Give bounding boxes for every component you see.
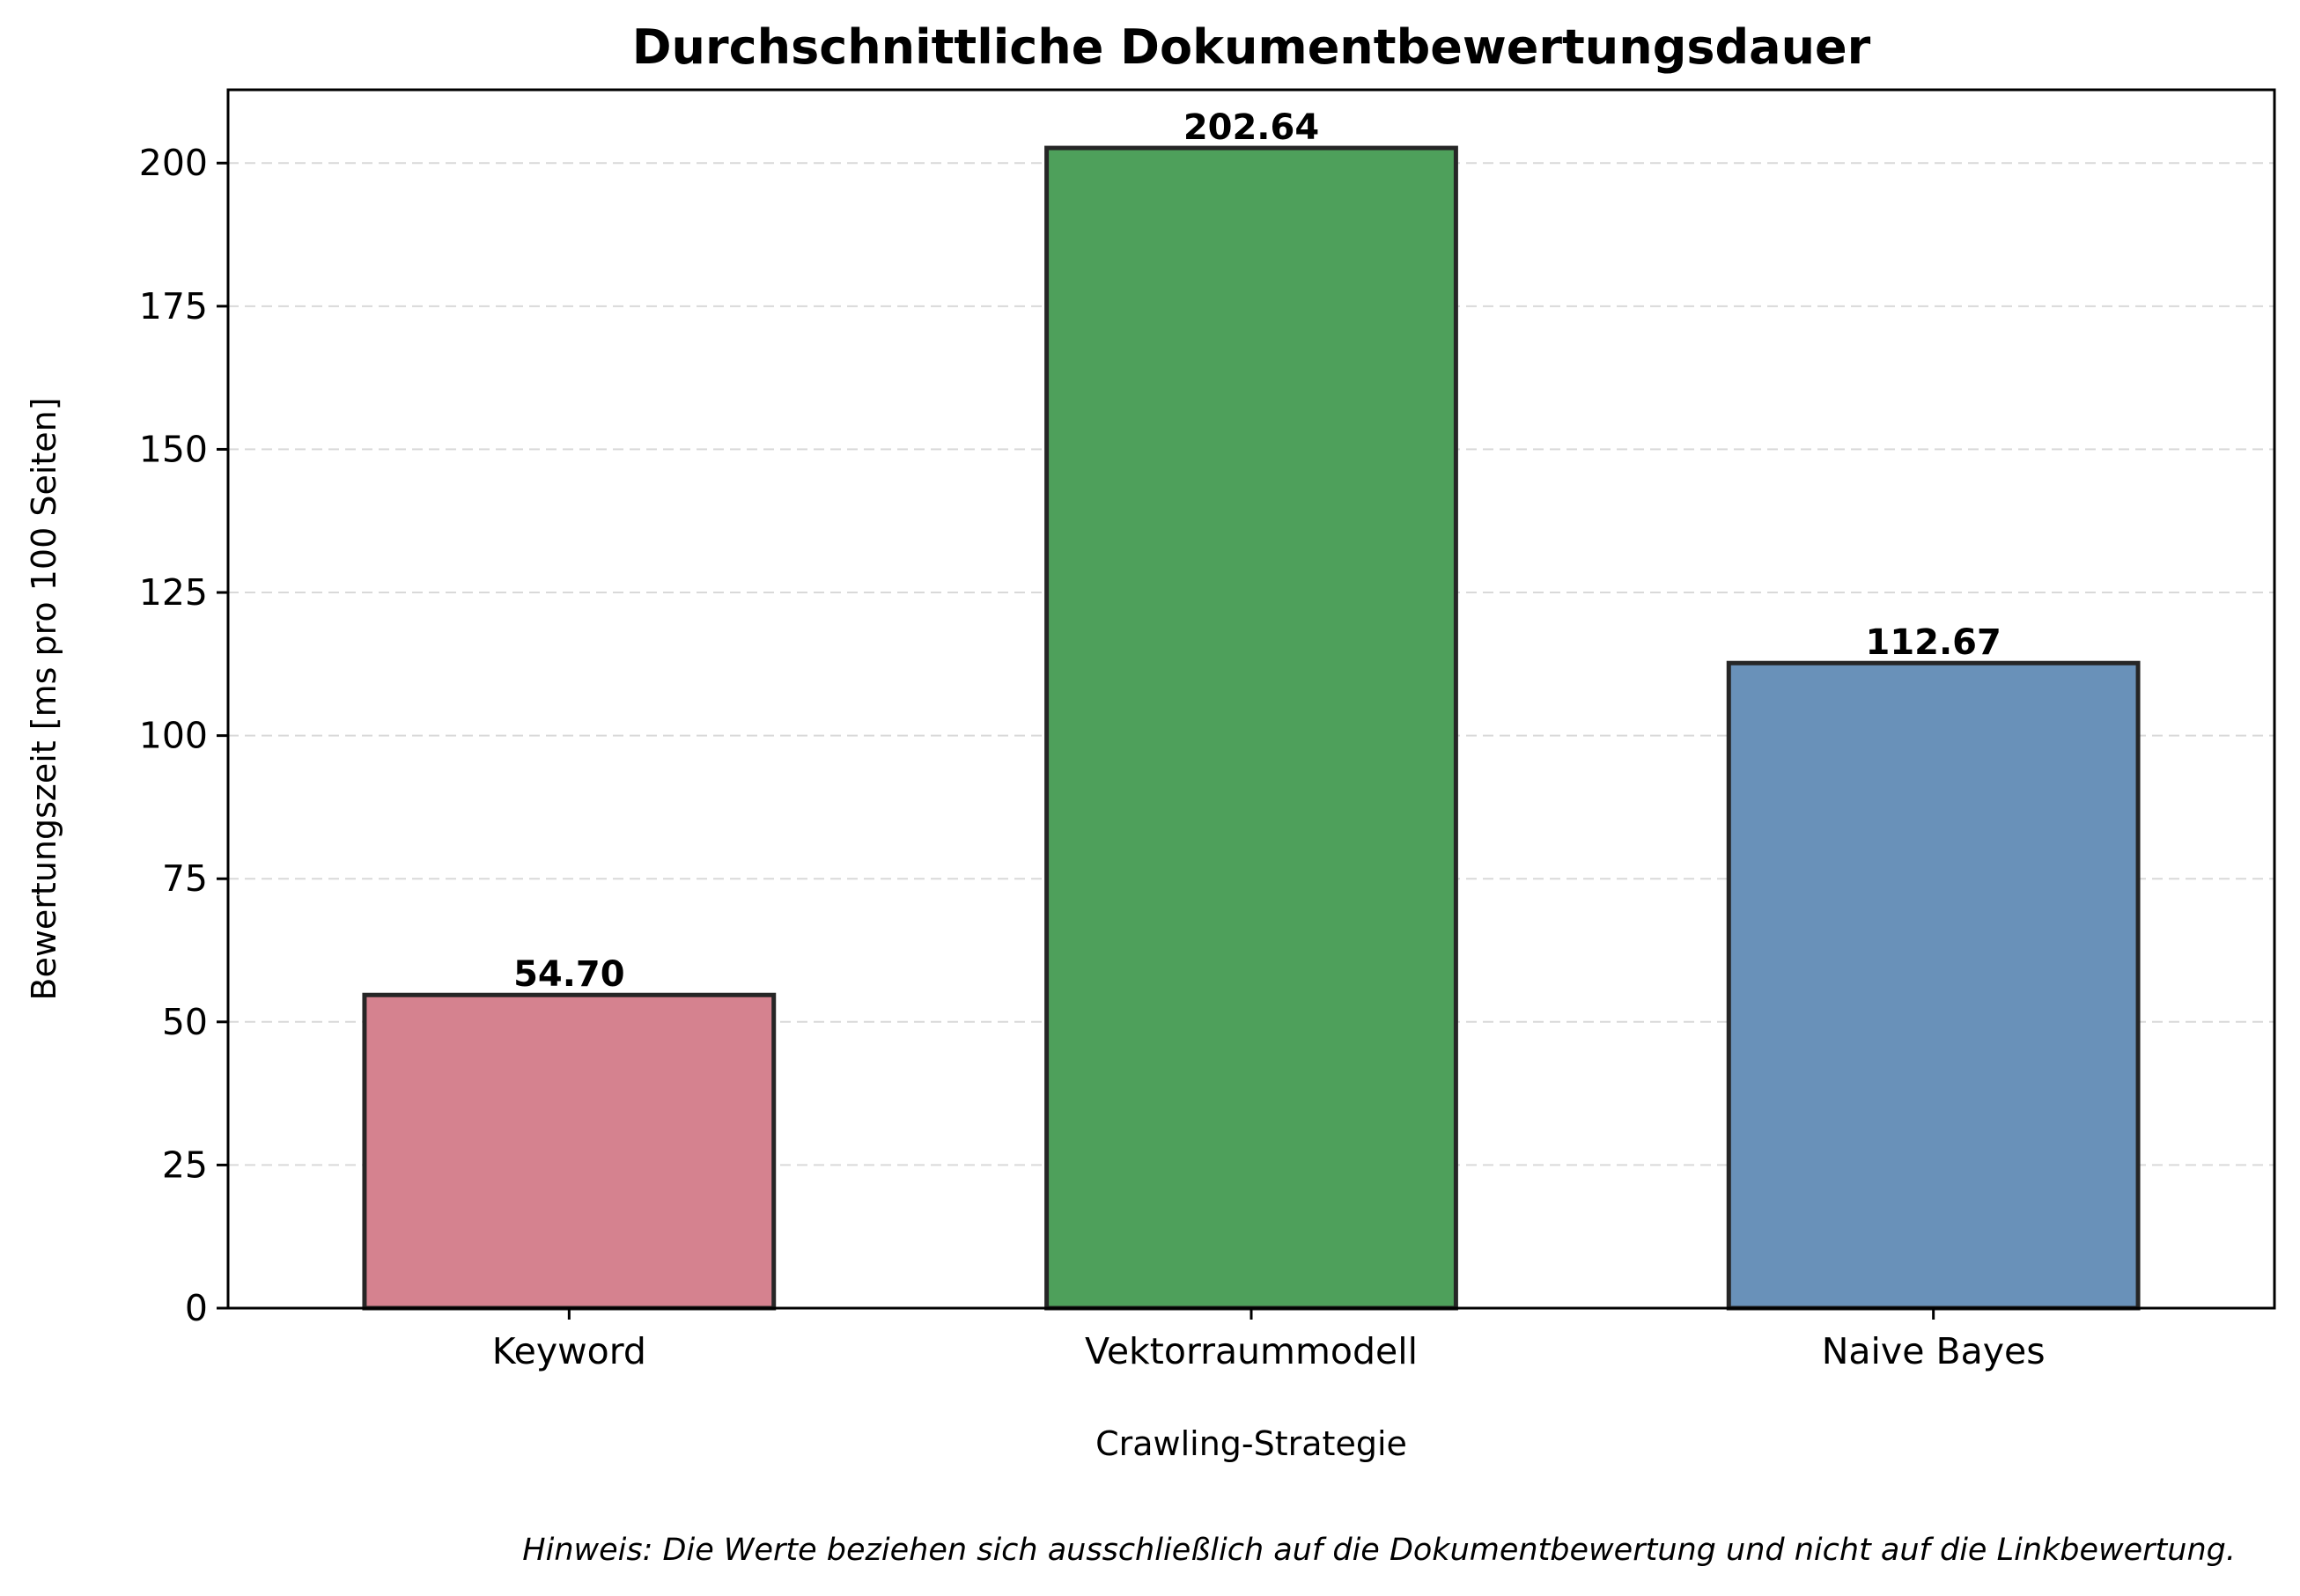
y-tick-label: 25: [162, 1144, 208, 1186]
y-axis-ticks: 0 25 50 75 100 125 150 175 200: [139, 142, 228, 1329]
y-tick-label: 0: [185, 1287, 208, 1329]
x-axis-label: Crawling-Strategie: [1095, 1424, 1407, 1463]
x-tick-label: Vektorraummodell: [1085, 1330, 1418, 1372]
bar-keyword: [362, 992, 777, 1311]
chart-title: Durchschnittliche Dokumentbewertungsdaue…: [632, 19, 1871, 75]
y-tick-label: 100: [139, 715, 208, 757]
bar-vektorraummodell: [1044, 145, 1458, 1311]
x-tick-label: Naive Bayes: [1822, 1330, 2046, 1372]
y-tick-label: 50: [162, 1001, 208, 1043]
bar-naive-bayes: [1726, 660, 2141, 1311]
bar-value-label: 54.70: [513, 954, 625, 995]
value-labels: 54.70 202.64 112.67: [513, 107, 2001, 995]
x-axis-ticks: Keyword Vektorraummodell Naive Bayes: [492, 1308, 2046, 1372]
y-tick-label: 125: [139, 571, 208, 614]
y-axis-label: Bewertungszeit [ms pro 100 Seiten]: [25, 397, 63, 1000]
y-tick-label: 200: [139, 142, 208, 184]
y-tick-label: 75: [162, 857, 208, 900]
y-tick-label: 175: [139, 285, 208, 327]
x-tick-label: Keyword: [492, 1330, 646, 1372]
y-tick-label: 150: [139, 428, 208, 470]
bar-value-label: 202.64: [1183, 107, 1319, 148]
bar-value-label: 112.67: [1865, 622, 2001, 663]
footnote: Hinweis: Die Werte beziehen sich ausschl…: [522, 1533, 2236, 1568]
